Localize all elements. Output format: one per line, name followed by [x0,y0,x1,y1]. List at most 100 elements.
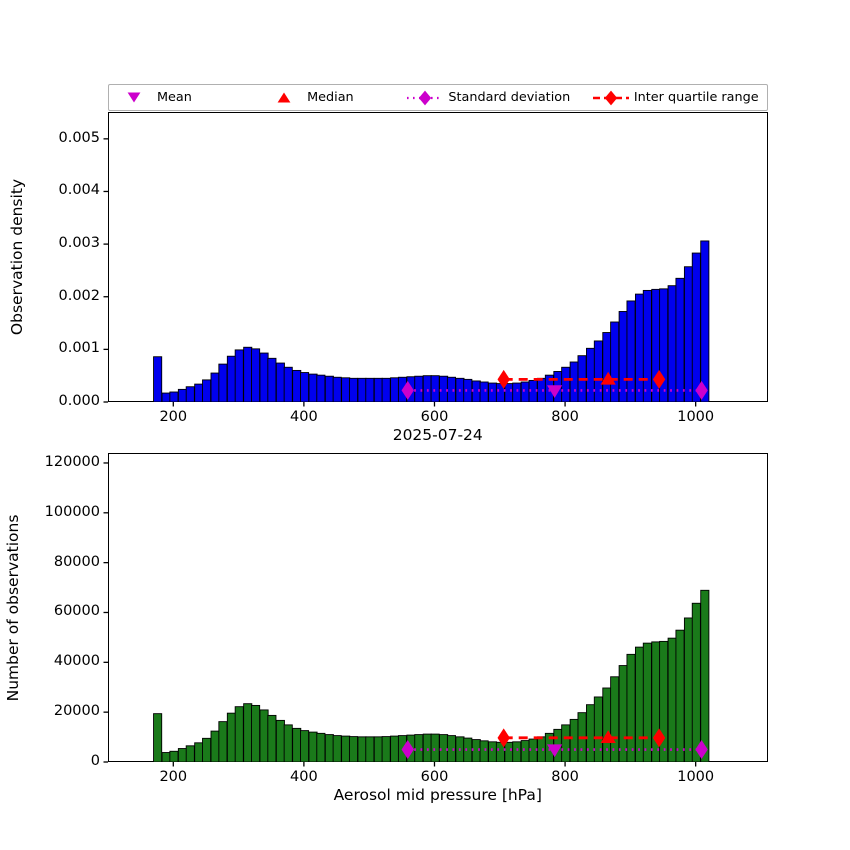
standard-deviation-marker-low [401,740,414,760]
histogram-bar [292,727,302,762]
legend-label-inter-quartile-range: Inter quartile range [633,90,759,105]
histogram-bar [683,617,694,762]
median-marker [600,730,616,744]
standard-deviation-marker-low [401,380,414,400]
chart-title: 2025-07-24 [392,426,483,444]
histogram-bar [618,665,628,762]
histogram-bar [373,736,383,762]
chart-legend: Mean Median Standard deviation [108,84,768,111]
histogram-bar [153,713,163,762]
histogram-bar [243,703,253,762]
histogram-bar [479,740,489,762]
mean-marker [547,744,563,758]
triangle-up-icon [263,88,305,108]
y-tick-label: 0.004 [58,182,100,199]
x-tick-label: 1000 [677,769,715,785]
histogram-bar [390,735,400,762]
histogram-bar [267,714,277,762]
histogram-bar [316,732,326,762]
histogram-bar [275,719,285,762]
y-tick-label: 0.000 [58,393,100,409]
histogram-bar [161,752,171,762]
diamond-dotted-icon [404,88,446,108]
histogram-bar [593,696,603,762]
histogram-bar [177,748,187,762]
legend-entry-mean: Mean [113,85,263,110]
histogram-bar [300,730,310,762]
mean-marker [547,385,563,399]
histogram-bar [626,653,636,762]
axes-number-of-observations [108,453,768,762]
y-tick-label: 20000 [53,703,100,720]
histogram-bar [634,646,645,762]
x-tick-label: 800 [551,409,579,425]
histogram-bar [642,642,652,762]
y-tick-label: 80000 [53,553,100,570]
y-tick-label: 0.001 [58,340,100,357]
histogram-bar [610,676,620,762]
histogram-bar [365,736,375,762]
histogram-bar [488,741,498,762]
histogram-bar [512,741,522,762]
histogram-bar [202,737,212,762]
y-tick-label: 0 [90,753,100,769]
legend-entry-standard-deviation: Standard deviation [404,85,589,110]
x-tick-label: 600 [420,769,449,785]
histogram-bar [569,718,579,762]
histogram-bar [691,602,701,762]
histogram-bar [169,750,179,762]
x-tick-label: 200 [159,769,188,785]
inter-quartile-range-marker-high [652,728,666,748]
histogram-bar [194,742,204,762]
histogram-bar [586,704,596,762]
histogram-bar [667,637,677,762]
histogram-bar [218,721,228,762]
x-tick-label: 800 [551,769,579,785]
histogram-bar [251,704,261,762]
triangle-down-icon [113,88,155,108]
standard-deviation-marker-high [695,740,708,760]
y-tick-label: 100000 [44,503,100,520]
diamond-dashed-icon [590,88,632,108]
y-tick-label: 60000 [53,603,100,620]
histogram-bar [700,589,710,762]
inter-quartile-range-marker-low [497,369,510,389]
histogram-bar [446,735,456,762]
histogram-bar [210,730,220,762]
histogram-bar [520,740,530,762]
y-tick-label: 0.003 [58,235,100,252]
histogram-bar [341,735,351,762]
legend-entry-inter-quartile-range: Inter quartile range [590,85,767,110]
histogram-bar [308,731,318,762]
histogram-bar [259,709,269,762]
histogram-bar [422,733,432,762]
x-axis-label-aerosol-mid-pressure: Aerosol mid pressure [hPa] [333,786,542,804]
histogram-bar [153,356,163,402]
histogram-bar [537,736,547,762]
x-tick-label: 600 [420,409,449,425]
histogram-bar [234,706,244,762]
histogram-bar [700,240,710,402]
histogram-bar [504,741,514,762]
histogram-bar [381,736,391,762]
y-tick-label: 120000 [44,453,100,470]
inter-quartile-range-marker-high [652,369,666,389]
histogram-bar [283,724,293,762]
x-tick-label: 400 [290,409,318,425]
histogram-bar [226,712,236,762]
x-tick-label: 200 [159,409,188,425]
x-tick-label: 400 [290,769,318,785]
legend-label-median: Median [307,90,354,105]
histogram-bar [561,724,571,762]
legend-label-mean: Mean [157,90,192,105]
x-tick-label: 1000 [677,409,715,425]
y-tick-label: 40000 [53,653,100,670]
histogram-bar [675,629,685,762]
legend-entry-median: Median [263,85,404,110]
histogram-bar [324,734,334,762]
y-tick-label: 0.002 [58,287,100,304]
histogram-bar [430,733,440,762]
